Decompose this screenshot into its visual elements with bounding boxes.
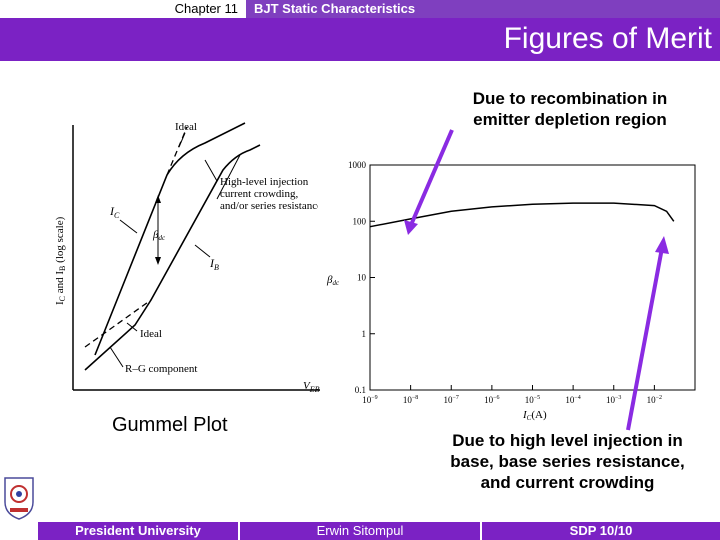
beta-xtick-label: 10−8 xyxy=(403,395,418,405)
beta-xtick-label: 10−3 xyxy=(606,395,621,405)
note-high-level: Due to high level injection in base, base… xyxy=(450,431,685,492)
arrow-top xyxy=(409,129,454,226)
gummel-y-axis-label: IC and IB (log scale) xyxy=(55,216,67,305)
gummel-plot: IC and IB (log scale) VEB Ideal High-lev… xyxy=(55,121,322,394)
rg-component-label: R–G component xyxy=(125,363,197,375)
footer-slide-number: SDP 10/10 xyxy=(482,522,720,540)
chapter-label: Chapter 11 xyxy=(0,0,244,18)
arrow-top-head xyxy=(404,220,418,235)
beta-y-axis-label: βdc xyxy=(326,274,340,287)
beta-xtick-label: 10−2 xyxy=(647,395,662,405)
gummel-x-axis-label: VEB xyxy=(303,380,320,394)
arrow-bottom xyxy=(626,247,664,431)
note-recombination: Due to recombination in emitter depletion… xyxy=(472,89,668,129)
beta-x-axis-label: IC(A) xyxy=(522,409,547,422)
slide-title: Figures of Merit xyxy=(503,22,712,55)
footer-author: Erwin Sitompul xyxy=(240,522,480,540)
beta-xtick-label: 10−9 xyxy=(362,395,377,405)
beta-series-line xyxy=(369,202,675,228)
ic-label: IC xyxy=(109,204,120,220)
beta-ytick-label: 0.1 xyxy=(355,385,366,395)
figure-crop-mask xyxy=(318,170,330,230)
high-level-label-3: and/or series resistance xyxy=(220,200,322,212)
gummel-caption: Gummel Plot xyxy=(112,414,228,436)
topic-label: BJT Static Characteristics xyxy=(246,0,720,18)
beta-yticks: 1000 100 10 1 0.1 xyxy=(348,160,367,395)
beta-ytick-label: 10 xyxy=(357,273,367,283)
ib-ideal-dash xyxy=(84,299,152,348)
beta-ytick-label: 1000 xyxy=(348,160,367,170)
title-bar xyxy=(0,18,720,61)
ib-curve xyxy=(84,144,261,371)
high-level-label-2: current crowding, xyxy=(220,188,298,200)
ideal-top-label: Ideal xyxy=(175,121,197,133)
beta-ytick-label: 1 xyxy=(362,329,367,339)
beta-xtick-label: 10−7 xyxy=(444,395,459,405)
beta-ytick-label: 100 xyxy=(353,216,367,226)
high-level-label-1: High-level injection xyxy=(220,176,309,188)
beta-xtick-label: 10−5 xyxy=(525,395,540,405)
beta-xtick-label: 10−6 xyxy=(484,395,499,405)
beta-grid xyxy=(369,164,655,391)
footer-university: President University xyxy=(38,522,238,540)
ideal-bottom-label: Ideal xyxy=(140,328,162,340)
top-bar: Chapter 11 BJT Static Characteristics xyxy=(0,0,720,18)
arrow-bottom-head xyxy=(655,236,669,254)
ib-label: IB xyxy=(209,256,219,272)
university-logo xyxy=(4,477,34,520)
beta-label: βdc xyxy=(152,229,166,242)
beta-xticks: 10−9 10−8 10−7 10−6 10−5 10−4 10−3 10−2 xyxy=(362,395,662,405)
beta-xtick-label: 10−4 xyxy=(565,395,580,405)
